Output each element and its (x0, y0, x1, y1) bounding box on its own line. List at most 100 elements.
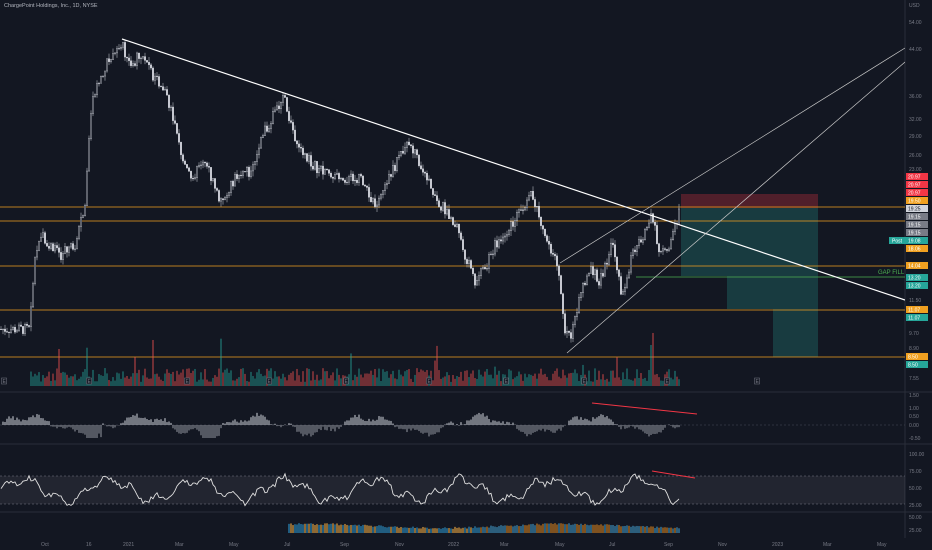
bottom-bar (350, 524, 352, 533)
candle-body (246, 167, 248, 172)
bottom-bar (444, 527, 446, 533)
candle-body (44, 232, 46, 244)
bottom-bar (388, 526, 390, 533)
candle-body (58, 247, 60, 253)
volume-bar (448, 375, 450, 386)
oscillator-bar (442, 425, 444, 428)
bottom-bar (426, 527, 428, 533)
candle-body (544, 228, 546, 236)
time-tick: 2021 (123, 542, 134, 548)
bottom-bar (512, 526, 514, 533)
volume-bar (386, 371, 388, 386)
oscillator-bar (652, 425, 654, 434)
volume-bar (292, 371, 294, 386)
bottom-bar (384, 527, 386, 533)
candle-body (516, 212, 518, 221)
oscillator-bar (488, 418, 490, 425)
candle-body (120, 47, 122, 49)
volume-bar (202, 379, 204, 386)
bottom-bar (504, 525, 506, 533)
candle-body (454, 224, 456, 227)
oscillator-bar (108, 425, 110, 427)
oscillator-bar (298, 425, 300, 432)
oscillator-bar (356, 417, 358, 425)
volume-bar (122, 371, 124, 386)
oscillator-bar (154, 419, 156, 425)
oscillator-bar (526, 425, 528, 437)
candle-body (260, 137, 262, 149)
volume-bar (640, 373, 642, 386)
candle-body (292, 122, 294, 131)
candle-body (574, 316, 576, 325)
volume-bar (248, 381, 250, 386)
oscillator-bar (144, 417, 146, 425)
volume-bar (328, 378, 330, 386)
candle-body (620, 276, 622, 295)
volume-bar (364, 373, 366, 386)
candle-body (170, 106, 172, 108)
oscillator-bar (196, 425, 198, 430)
post-label: Post (892, 239, 903, 245)
candle-body (504, 235, 506, 238)
oscillator-bar (362, 419, 364, 425)
candle-body (152, 67, 154, 81)
bottom-bar (610, 525, 612, 533)
candle-body (70, 243, 72, 248)
oscillator-bar (562, 425, 564, 428)
bottom-bar (410, 527, 412, 533)
candle-body (540, 216, 542, 226)
bottom-bar (378, 525, 380, 533)
candle-body (52, 243, 54, 252)
volume-bar (672, 379, 674, 386)
bottom-bar (540, 525, 542, 533)
candle-body (200, 164, 202, 166)
candle-body (252, 164, 254, 172)
bottom-bar (572, 524, 574, 533)
bottom-bar (634, 526, 636, 533)
osc-tick: 1.50 (909, 393, 919, 399)
bottom-bar (406, 527, 408, 533)
bottom-bar (616, 524, 618, 533)
volume-bar (142, 375, 144, 386)
volume-bar (470, 373, 472, 386)
oscillator-bar (32, 415, 34, 425)
candle-body (234, 174, 236, 187)
candle-body (386, 183, 388, 186)
volume-bar (178, 374, 180, 386)
bottom-bar (594, 524, 596, 533)
oscillator-bar (648, 425, 650, 437)
candle-body (514, 220, 516, 227)
candle-body (578, 297, 580, 313)
earnings-marker: E (184, 377, 190, 385)
oscillator-bar (156, 418, 158, 425)
bottom-bar (484, 527, 486, 533)
oscillator-bar (294, 425, 296, 428)
volume-bar (574, 369, 576, 386)
candle-body (312, 165, 314, 170)
bottom-bar (356, 525, 358, 533)
oscillator-bar (282, 425, 284, 426)
earnings-marker-label: E (428, 379, 432, 385)
candle-body (318, 168, 320, 174)
volume-bar (572, 372, 574, 386)
candle-body (350, 173, 352, 177)
candle-body (2, 328, 4, 330)
bottom-bar (502, 525, 504, 533)
volume-bar (570, 372, 572, 386)
oscillator-bar (576, 416, 578, 425)
candle-body (286, 97, 288, 112)
candle-body (462, 239, 464, 250)
volume-bar (218, 368, 220, 386)
bottom-bar (578, 524, 580, 533)
earnings-marker-label: E (666, 379, 670, 385)
candle-body (436, 195, 438, 201)
volume-bar (626, 368, 628, 386)
candle-body (204, 161, 206, 164)
volume-bar (304, 381, 306, 386)
candle-body (376, 204, 378, 207)
bottom-bar (552, 523, 554, 533)
volume-bar (310, 380, 312, 386)
volume-bar (298, 375, 300, 386)
oscillator-bar (468, 420, 470, 425)
